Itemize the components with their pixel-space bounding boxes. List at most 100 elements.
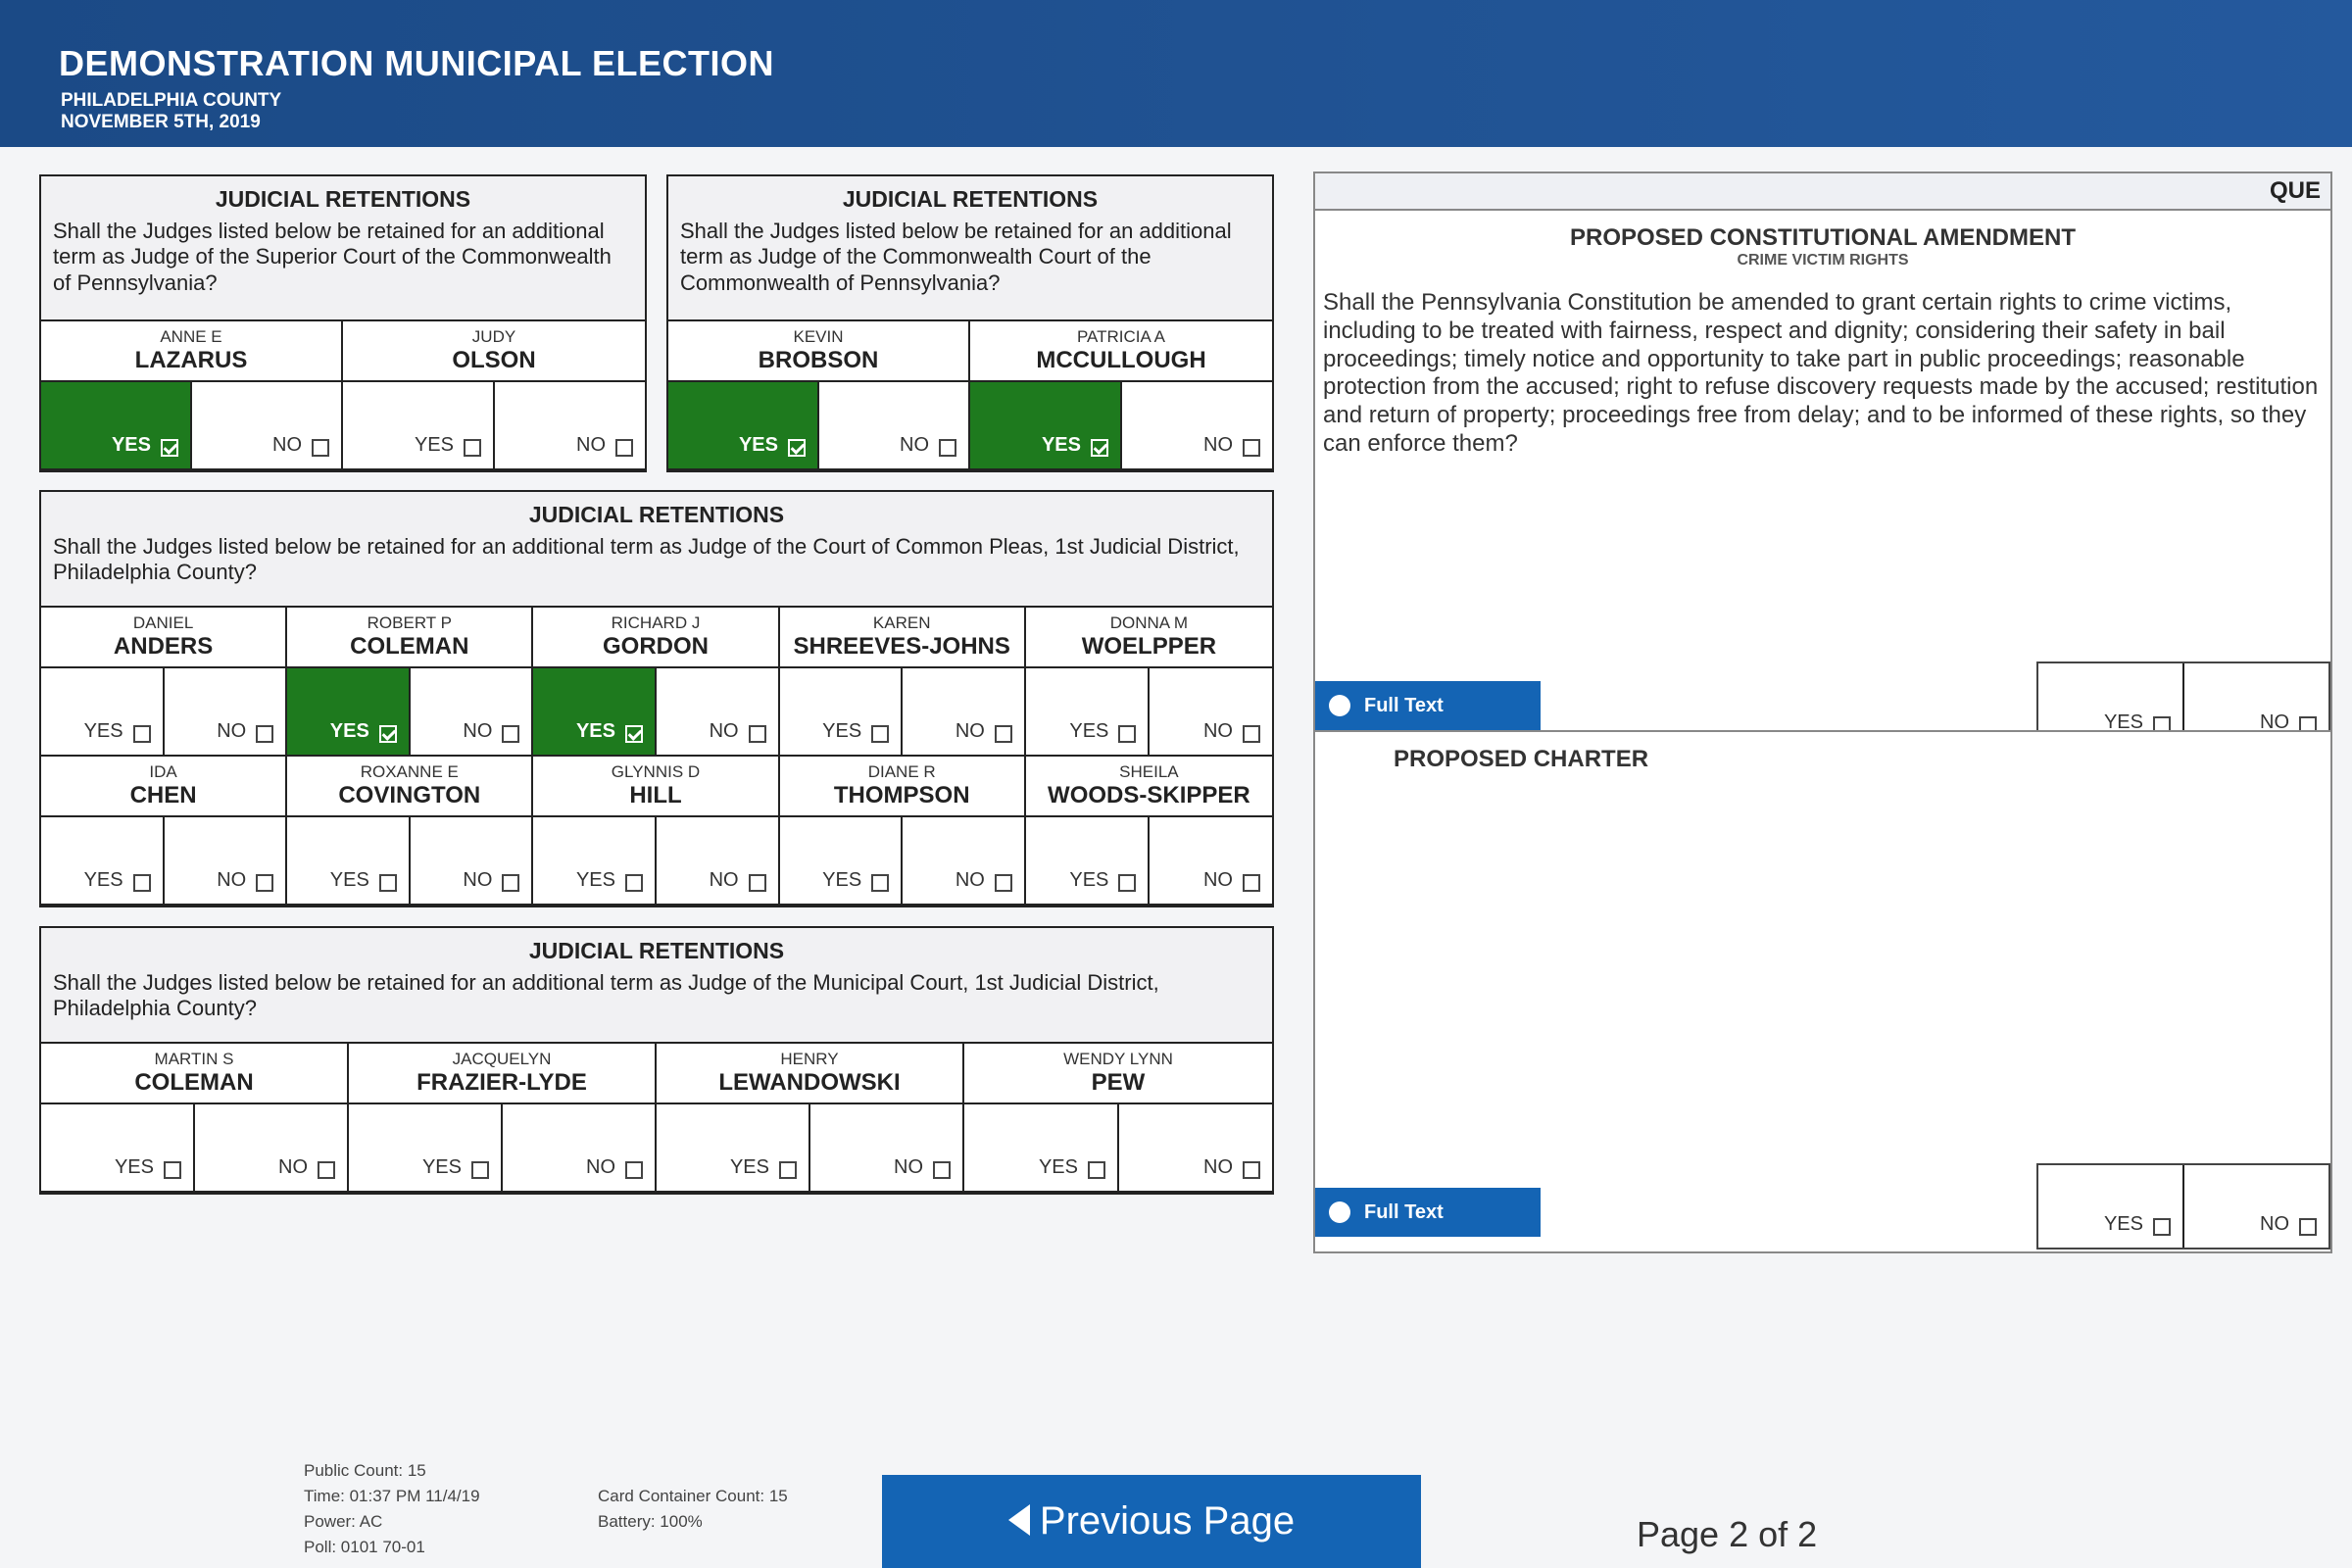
no-option[interactable]: NO xyxy=(190,382,341,468)
yes-option[interactable]: YES xyxy=(1026,668,1149,755)
checkbox[interactable] xyxy=(378,874,397,892)
no-option[interactable]: NO xyxy=(1148,817,1272,904)
option-label: YES xyxy=(83,869,123,891)
checkbox[interactable] xyxy=(318,1161,335,1179)
candidate-name: DONNA M WOELPPER xyxy=(1025,608,1272,668)
yes-option[interactable]: YES xyxy=(668,382,817,468)
yes-option[interactable]: YES xyxy=(964,1104,1117,1191)
checkbox[interactable] xyxy=(625,1161,643,1179)
no-option[interactable]: NO xyxy=(808,1104,962,1191)
checkbox[interactable] xyxy=(312,439,329,457)
yes-option[interactable]: YES xyxy=(349,1104,501,1191)
vote-options: YES NO xyxy=(970,382,1272,468)
no-option[interactable]: NO xyxy=(1120,382,1272,468)
questions-column: QUE PROPOSED CONSTITUTIONAL AMENDMENT CRIM… xyxy=(1313,172,2332,1253)
contest-title: JUDICIAL RETENTIONS xyxy=(842,186,1099,212)
checkbox[interactable] xyxy=(502,874,520,892)
last-name: FRAZIER-LYDE xyxy=(416,1069,587,1096)
previous-page-button[interactable]: Previous Page xyxy=(882,1475,1421,1568)
no-option[interactable]: NO xyxy=(408,668,532,755)
yes-option[interactable]: YES xyxy=(41,1104,193,1191)
checkbox[interactable] xyxy=(779,1161,797,1179)
checkbox[interactable] xyxy=(1242,725,1260,743)
no-option[interactable]: NO xyxy=(901,668,1024,755)
checkbox[interactable] xyxy=(1091,439,1108,457)
checkbox[interactable] xyxy=(939,439,956,457)
yes-option[interactable]: YES xyxy=(533,817,655,904)
checkbox[interactable] xyxy=(1088,1161,1105,1179)
first-name: GLYNNIS D xyxy=(611,762,701,781)
yes-option[interactable]: YES xyxy=(343,382,493,468)
no-option[interactable]: NO xyxy=(193,1104,347,1191)
checkbox[interactable] xyxy=(378,725,397,743)
yes-option[interactable]: YES xyxy=(1026,817,1149,904)
checkbox[interactable] xyxy=(256,874,274,892)
checkbox[interactable] xyxy=(1118,725,1137,743)
no-option[interactable]: NO xyxy=(162,668,286,755)
yes-option[interactable]: YES xyxy=(41,668,163,755)
no-option[interactable]: NO xyxy=(655,668,778,755)
no-option[interactable]: NO xyxy=(501,1104,655,1191)
checkbox[interactable] xyxy=(256,725,274,743)
checkbox[interactable] xyxy=(933,1161,951,1179)
checkbox[interactable] xyxy=(132,874,151,892)
no-option[interactable]: NO xyxy=(2182,663,2328,746)
no-option[interactable]: NO xyxy=(1148,668,1272,755)
no-option[interactable]: NO xyxy=(408,817,532,904)
checkbox[interactable] xyxy=(994,874,1012,892)
yes-option[interactable]: YES xyxy=(780,817,902,904)
full-text-button[interactable]: Full Text xyxy=(1315,681,1541,730)
contest-title: JUDICIAL RETENTIONS xyxy=(215,186,471,212)
first-name: ANNE E xyxy=(160,327,222,346)
yes-option[interactable]: YES xyxy=(780,668,902,755)
vote-options: YES NO xyxy=(780,668,1024,755)
candidate-name: ROBERT P COLEMAN xyxy=(287,608,532,668)
checkbox[interactable] xyxy=(1118,874,1137,892)
checkbox[interactable] xyxy=(471,1161,489,1179)
checkbox[interactable] xyxy=(788,439,806,457)
yes-option[interactable]: YES xyxy=(41,817,163,904)
checkbox[interactable] xyxy=(464,439,481,457)
no-option[interactable]: NO xyxy=(1117,1104,1272,1191)
yes-option[interactable]: YES xyxy=(41,382,190,468)
no-option[interactable]: NO xyxy=(817,382,968,468)
no-option[interactable]: NO xyxy=(2182,1165,2328,1248)
yes-option[interactable]: YES xyxy=(287,817,409,904)
checkbox[interactable] xyxy=(1243,439,1260,457)
last-name: COVINGTON xyxy=(338,782,481,808)
candidate-name: IDA CHEN xyxy=(41,757,286,817)
checkbox[interactable] xyxy=(994,725,1012,743)
checkbox[interactable] xyxy=(871,725,890,743)
checkbox[interactable] xyxy=(2153,1218,2171,1236)
full-text-button[interactable]: Full Text xyxy=(1315,1188,1541,1237)
yes-option[interactable]: YES xyxy=(533,668,655,755)
no-option[interactable]: NO xyxy=(493,382,645,468)
checkbox[interactable] xyxy=(625,874,643,892)
first-name: JACQUELYN xyxy=(452,1050,552,1068)
checkbox[interactable] xyxy=(2299,1218,2317,1236)
checkbox[interactable] xyxy=(871,874,890,892)
checkbox[interactable] xyxy=(748,874,766,892)
checkbox[interactable] xyxy=(625,725,643,743)
checkbox[interactable] xyxy=(132,725,151,743)
contest-question: Shall the Judges listed below be retaine… xyxy=(53,219,612,295)
checkbox[interactable] xyxy=(1243,1161,1260,1179)
yes-option[interactable]: YES xyxy=(657,1104,808,1191)
checkbox[interactable] xyxy=(161,439,178,457)
yes-option[interactable]: YES xyxy=(287,668,409,755)
checkbox[interactable] xyxy=(748,725,766,743)
last-name: LEWANDOWSKI xyxy=(718,1069,901,1096)
option-label: NO xyxy=(709,869,739,891)
checkbox[interactable] xyxy=(615,439,633,457)
no-option[interactable]: NO xyxy=(901,817,1024,904)
checkbox[interactable] xyxy=(502,725,520,743)
checkbox[interactable] xyxy=(164,1161,181,1179)
option-label: NO xyxy=(900,434,929,456)
candidate-grid: MARTIN S COLEMAN YES NO JACQUELYN FRAZIER-LYD… xyxy=(41,1044,1272,1193)
checkbox[interactable] xyxy=(1242,874,1260,892)
yes-option[interactable]: YES xyxy=(2038,1165,2182,1248)
no-option[interactable]: NO xyxy=(162,817,286,904)
no-option[interactable]: NO xyxy=(655,817,778,904)
candidate: GLYNNIS D HILL YES NO xyxy=(533,757,780,906)
yes-option[interactable]: YES xyxy=(970,382,1120,468)
